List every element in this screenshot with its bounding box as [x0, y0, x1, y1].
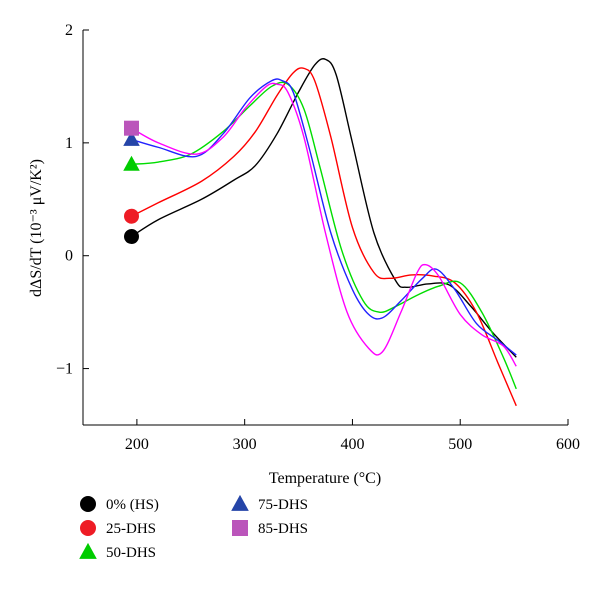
start-marker-25-dhs — [124, 208, 139, 224]
series-line-25-dhs — [131, 67, 517, 407]
legend-label-0-hs: 0% (HS) — [106, 497, 159, 513]
y-tick-label: 0 — [65, 248, 73, 265]
legend-marker-50-dhs — [79, 542, 97, 559]
series-markers — [123, 120, 140, 245]
legend: 0% (HS) 25-DHS 50-DHS 75-DHS 85-DHS — [79, 494, 308, 561]
series-line-75-dhs — [131, 78, 517, 356]
y-axis-title: dΔS/dT (10⁻³ μV/K²) — [28, 159, 45, 297]
x-tick-label: 500 — [448, 436, 472, 453]
x-tick-label: 600 — [556, 436, 580, 453]
start-marker-0-hs — [124, 229, 139, 245]
legend-label-50-dhs: 50-DHS — [106, 545, 156, 561]
x-tick-label: 400 — [340, 436, 364, 453]
ticks: 200 300 400 500 600 −1 0 1 2 — [56, 22, 580, 453]
legend-marker-75-dhs — [231, 494, 249, 511]
legend-label-25-dhs: 25-DHS — [106, 521, 156, 537]
legend-label-75-dhs: 75-DHS — [258, 497, 308, 513]
series-line-85-dhs — [131, 82, 517, 367]
start-marker-50-dhs — [123, 155, 140, 171]
y-tick-label: −1 — [56, 361, 73, 378]
legend-marker-25-dhs — [80, 520, 96, 536]
series-line-0-hs — [131, 58, 517, 358]
start-marker-75-dhs — [123, 130, 140, 146]
series-line-50-dhs — [131, 81, 517, 390]
legend-marker-0-hs — [80, 496, 96, 512]
start-marker-85-dhs — [124, 120, 139, 136]
axes — [82, 30, 568, 426]
legend-marker-85-dhs — [232, 520, 248, 536]
y-tick-label: 2 — [65, 22, 73, 39]
x-axis-title: Temperature (°C) — [269, 470, 381, 487]
y-tick-label: 1 — [65, 135, 73, 152]
legend-label-85-dhs: 85-DHS — [258, 521, 308, 537]
x-tick-label: 200 — [125, 436, 149, 453]
series-lines — [131, 58, 517, 407]
x-tick-label: 300 — [233, 436, 257, 453]
